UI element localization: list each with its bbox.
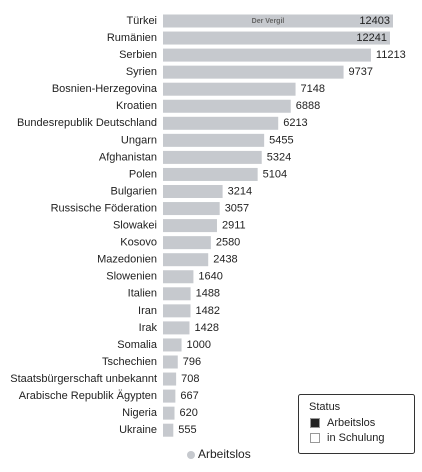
value-label: 667 <box>180 390 198 402</box>
category-label: Staatsbürgerschaft unbekannt <box>10 373 157 385</box>
category-label: Bulgarien <box>111 185 157 197</box>
legend-swatch <box>310 433 320 443</box>
bar <box>163 253 209 267</box>
category-label: Nigeria <box>122 407 158 419</box>
category-label: Tschechien <box>102 356 157 368</box>
category-label: Ukraine <box>119 424 157 436</box>
value-label: 3057 <box>225 202 249 214</box>
series-marker <box>187 451 195 459</box>
value-label: 620 <box>179 407 197 419</box>
category-label: Polen <box>129 168 157 180</box>
bar <box>163 167 258 181</box>
category-label: Bosnien-Herzegovina <box>52 83 158 95</box>
value-label: 5455 <box>269 134 293 146</box>
bar <box>163 48 371 62</box>
value-label: 1428 <box>194 322 218 334</box>
bar <box>163 423 174 437</box>
bar <box>163 14 393 28</box>
category-label: Somalia <box>117 339 158 351</box>
value-label: 11213 <box>376 49 406 61</box>
bar <box>163 82 296 96</box>
bar <box>163 389 176 403</box>
value-label: 2438 <box>213 254 237 266</box>
value-label: 1640 <box>198 271 222 283</box>
value-label: 708 <box>181 373 199 385</box>
value-label: 796 <box>183 356 201 368</box>
category-label: Kroatien <box>116 100 157 112</box>
bar <box>163 304 191 318</box>
bar <box>163 65 344 79</box>
watermark: Der Vergil <box>252 18 285 25</box>
bar <box>163 338 182 352</box>
category-label: Slowenien <box>106 271 157 283</box>
value-label: 2580 <box>216 237 240 249</box>
value-label: 7148 <box>301 83 325 95</box>
category-label: Türkei <box>126 15 157 27</box>
category-label: Syrien <box>126 66 157 78</box>
bar <box>163 202 220 216</box>
value-label: 1488 <box>196 288 220 300</box>
category-label: Afghanistan <box>99 151 157 163</box>
bar <box>163 185 223 198</box>
legend-swatch <box>310 418 320 428</box>
value-label: 3214 <box>228 185 252 197</box>
value-label: 9737 <box>349 66 373 78</box>
bar <box>163 321 190 335</box>
bar <box>163 99 291 113</box>
category-label: Bundesrepublik Deutschland <box>17 117 157 129</box>
category-label: Arabische Republik Ägypten <box>19 390 157 402</box>
value-label: 1000 <box>187 339 211 351</box>
value-label: 12241 <box>356 32 387 44</box>
bar <box>163 133 265 147</box>
value-label: 1482 <box>195 305 219 317</box>
legend-label: Arbeitslos <box>327 417 376 429</box>
category-label: Russische Föderation <box>51 202 157 214</box>
category-label: Italien <box>128 288 157 300</box>
bar <box>163 270 194 284</box>
legend-label: in Schulung <box>327 432 385 444</box>
category-label: Serbien <box>119 49 157 61</box>
series-label: Arbeitslos <box>198 447 251 461</box>
bar <box>163 406 175 420</box>
bar <box>163 372 177 386</box>
bar <box>163 31 390 45</box>
legend-title: Status <box>309 401 341 413</box>
category-label: Ungarn <box>121 134 157 146</box>
category-label: Rumänien <box>107 32 157 44</box>
category-label: Slowakei <box>113 220 157 232</box>
value-label: 555 <box>178 424 196 436</box>
value-label: 5104 <box>263 168 287 180</box>
value-label: 5324 <box>267 151 291 163</box>
value-label: 12403 <box>359 15 390 27</box>
value-label: 6213 <box>283 117 307 129</box>
legend-box <box>298 394 415 454</box>
bar <box>163 150 262 164</box>
bar <box>163 219 217 233</box>
category-label: Kosovo <box>120 237 157 249</box>
bar <box>163 287 191 301</box>
category-label: Mazedonien <box>97 254 157 266</box>
bar <box>163 355 178 369</box>
category-label: Irak <box>139 322 158 334</box>
bar <box>163 236 211 250</box>
value-label: 2911 <box>222 220 246 232</box>
category-label: Iran <box>138 305 157 317</box>
value-label: 6888 <box>296 100 320 112</box>
bar <box>163 116 279 130</box>
